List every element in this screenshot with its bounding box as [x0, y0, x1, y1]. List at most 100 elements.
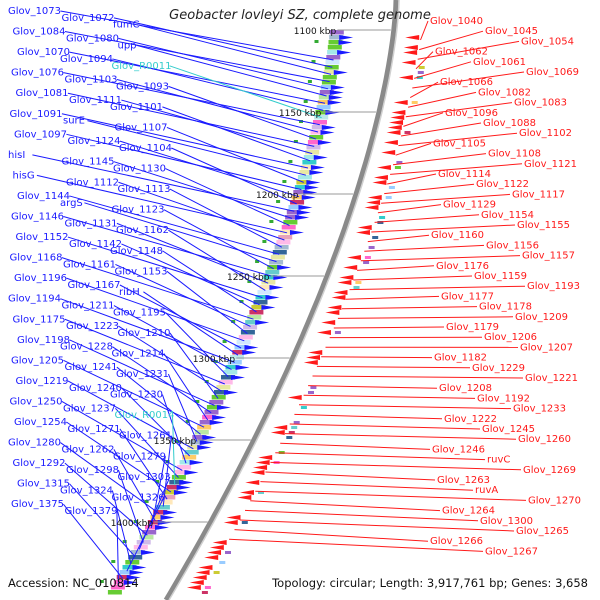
minus-gene-arrow — [198, 565, 213, 570]
feature-block — [353, 286, 360, 289]
plus-gene-arrow — [320, 130, 335, 135]
gene-label-right: Glov_1221 — [525, 373, 578, 384]
gene-label-left: Glov_1379 — [65, 506, 118, 517]
gene-label-right: ruvC — [487, 455, 510, 466]
feature-block — [290, 200, 305, 205]
leader-line — [244, 509, 479, 522]
feature-block — [133, 545, 148, 550]
leader-line — [169, 188, 283, 248]
leader-line — [384, 183, 475, 195]
gene-label-left: Glov_1107 — [115, 122, 168, 133]
leader-line — [87, 120, 307, 176]
gene-label-right: Glov_1246 — [432, 444, 485, 455]
leader-line — [414, 61, 472, 79]
feature-block — [315, 110, 330, 115]
leader-line — [162, 435, 172, 507]
leader-line — [321, 356, 433, 359]
feature-block — [174, 470, 189, 475]
minus-gene-arrow — [387, 125, 402, 130]
gene-label-right: ruvA — [475, 485, 498, 496]
feature-block — [293, 421, 300, 424]
feature-block — [204, 586, 211, 589]
feature-block — [249, 310, 264, 315]
plus-gene-arrow — [277, 265, 292, 270]
gene-label-left: Glov_1196 — [14, 273, 67, 284]
gc-marker — [269, 220, 274, 223]
minus-gene-arrow — [331, 295, 346, 300]
scale-tick-label: 1200 kbp — [256, 191, 299, 201]
plus-gene-arrow — [289, 230, 304, 235]
minus-gene-arrow — [237, 495, 252, 500]
gc-marker — [111, 560, 116, 563]
leader-line — [387, 173, 437, 185]
feature-block — [278, 451, 285, 454]
leader-line — [166, 270, 248, 334]
gene-label-left: argS — [60, 198, 83, 209]
leader-line — [163, 353, 209, 421]
feature-block — [184, 450, 199, 455]
leader-line — [333, 326, 445, 329]
gc-marker — [307, 80, 312, 83]
leader-line — [117, 469, 144, 543]
feature-block — [327, 45, 342, 50]
feature-block — [257, 290, 272, 295]
leader-line — [415, 51, 434, 70]
gene-label-right: Glov_1062 — [435, 47, 488, 58]
feature-block — [189, 440, 204, 445]
leader-line — [116, 511, 119, 586]
feature-block — [411, 101, 418, 104]
gene-label-right: Glov_1121 — [524, 159, 577, 170]
gc-marker — [262, 240, 267, 243]
feature-block — [122, 565, 137, 570]
gene-label-right: Glov_1245 — [482, 424, 535, 435]
leader-line — [118, 181, 285, 241]
leader-line — [353, 275, 473, 281]
leader-line — [165, 312, 229, 378]
gc-marker — [195, 400, 200, 403]
minus-gene-arrow — [391, 110, 406, 115]
plus-gene-arrow — [244, 345, 259, 350]
gene-label-left: Glov_1237 — [63, 403, 116, 414]
feature-block — [270, 255, 285, 260]
leader-line — [118, 37, 329, 90]
plus-gene-arrow — [327, 100, 342, 105]
minus-gene-arrow — [250, 470, 265, 475]
plus-gene-arrow — [176, 485, 191, 490]
minus-gene-arrow — [287, 395, 302, 400]
gene-label-right: Glov_1156 — [486, 240, 539, 251]
feature-block — [320, 85, 335, 90]
feature-block — [278, 235, 293, 240]
feature-block — [131, 550, 145, 555]
feature-block — [319, 90, 334, 95]
gene-label-left: Glov_1223 — [66, 321, 119, 332]
minus-gene-arrow — [403, 50, 418, 55]
leader-line — [112, 58, 324, 111]
gc-marker — [247, 280, 252, 283]
feature-block — [302, 160, 317, 165]
leader-line — [381, 193, 511, 204]
leader-line — [407, 91, 477, 108]
gene-label-left: Glov_1148 — [110, 246, 163, 257]
gene-label-right: Glov_1083 — [514, 98, 567, 109]
leader-line — [126, 497, 165, 572]
plus-gene-arrow — [296, 210, 311, 215]
feature-block — [219, 561, 226, 564]
feature-block — [321, 80, 336, 85]
gene-label-left: Glov_1104 — [119, 143, 172, 154]
feature-block — [308, 391, 314, 394]
feature-block — [334, 331, 341, 334]
gene-label-left: Glov_1072 — [62, 13, 115, 24]
feature-block — [128, 555, 143, 560]
feature-block — [280, 230, 294, 235]
plus-gene-arrow — [163, 510, 178, 515]
leader-line — [168, 229, 266, 291]
gene-label-right: Glov_1054 — [521, 36, 574, 47]
feature-block — [153, 510, 168, 515]
gc-marker — [175, 440, 180, 443]
leader-line — [284, 433, 517, 440]
gene-label-right: Glov_1229 — [472, 363, 525, 374]
minus-gene-arrow — [376, 165, 391, 170]
leader-line — [121, 387, 191, 457]
minus-gene-arrow — [186, 585, 201, 590]
gene-label-left: Glov_1162 — [116, 225, 169, 236]
